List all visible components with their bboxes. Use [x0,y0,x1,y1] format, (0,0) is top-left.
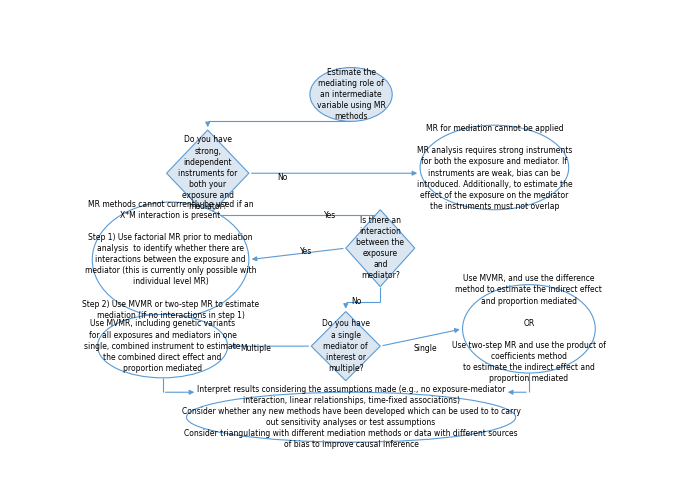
Polygon shape [166,130,249,217]
Ellipse shape [97,314,227,378]
Ellipse shape [186,392,516,442]
Text: Single: Single [414,343,437,353]
Text: Yes: Yes [300,248,312,256]
Text: Yes: Yes [324,211,336,220]
Text: Use MVMR, and use the difference
method to estimate the indirect effect
and prop: Use MVMR, and use the difference method … [452,274,606,383]
Ellipse shape [420,125,569,210]
Text: No: No [351,297,362,306]
Text: Do you have
a single
mediator of
interest or
multiple?: Do you have a single mediator of interes… [322,319,370,373]
Text: Use MVMR, including genetic variants
for all exposures and mediators in one
sing: Use MVMR, including genetic variants for… [84,319,241,373]
Text: MR for mediation cannot be applied

MR analysis requires strong instruments
for : MR for mediation cannot be applied MR an… [416,124,572,211]
Text: No: No [277,173,287,182]
Text: Do you have
strong,
independent
instruments for
both your
exposure and
mediator?: Do you have strong, independent instrume… [178,135,238,211]
Text: Is there an
interaction
between the
exposure
and
mediator?: Is there an interaction between the expo… [356,216,404,280]
Text: Multiple: Multiple [240,343,271,353]
Text: MR methods cannot currently be used if an
X*M interaction is present

Step 1) Us: MR methods cannot currently be used if a… [82,200,259,320]
Ellipse shape [92,202,249,317]
Polygon shape [311,311,380,381]
Polygon shape [346,210,415,286]
Ellipse shape [462,284,595,373]
Ellipse shape [310,67,393,121]
Text: Interpret results considering the assumptions made (e.g., no exposure-mediator
i: Interpret results considering the assump… [182,385,521,450]
Text: Estimate the
mediating role of
an intermediate
variable using MR
methods: Estimate the mediating role of an interm… [316,68,386,121]
